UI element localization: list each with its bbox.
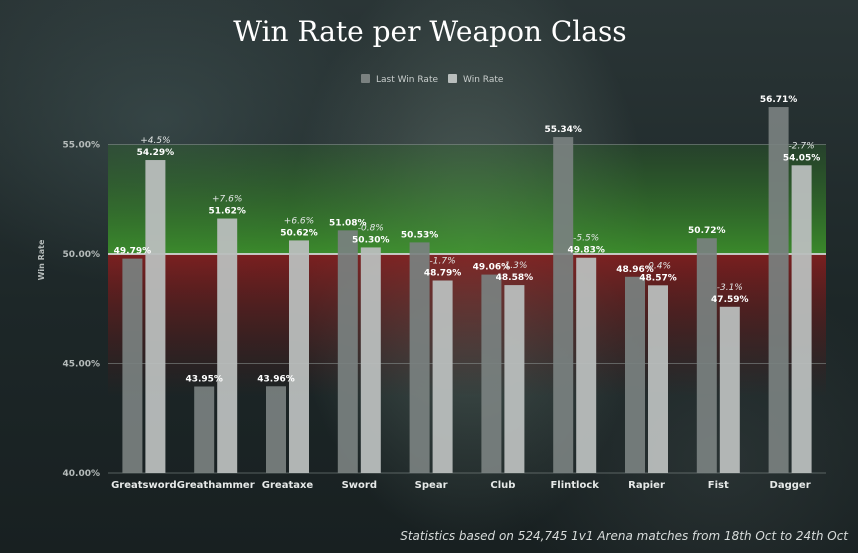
data-label-last-win-rate: 43.96% bbox=[257, 374, 295, 384]
category-label: Dagger bbox=[770, 480, 811, 491]
bar-win-rate bbox=[432, 280, 453, 473]
bar-win-rate bbox=[145, 160, 166, 473]
bar-win-rate bbox=[289, 240, 309, 473]
bars bbox=[122, 107, 812, 474]
change-label: -0.4% bbox=[645, 261, 671, 271]
bar-last-win-rate bbox=[481, 274, 502, 473]
footer-note: Statistics based on 524,745 1v1 Arena ma… bbox=[400, 529, 849, 543]
data-label-win-rate: 48.79% bbox=[424, 268, 462, 278]
change-label: +6.6% bbox=[284, 216, 314, 226]
bar-last-win-rate bbox=[696, 238, 717, 473]
y-tick-label: 45.00% bbox=[63, 360, 101, 370]
data-label-win-rate: 54.05% bbox=[783, 153, 821, 163]
category-label: Flintlock bbox=[550, 480, 599, 491]
data-label-win-rate: 49.83% bbox=[567, 246, 605, 256]
category-label: Sword bbox=[342, 480, 377, 491]
bar-win-rate bbox=[217, 218, 238, 473]
bar-last-win-rate bbox=[409, 242, 430, 473]
bar-last-win-rate bbox=[625, 276, 645, 473]
category-label: Rapier bbox=[628, 480, 665, 491]
bar-last-win-rate bbox=[266, 386, 286, 473]
bar-last-win-rate bbox=[768, 107, 789, 474]
performance-bands bbox=[108, 144, 826, 397]
data-label-last-win-rate: 55.34% bbox=[544, 125, 582, 135]
y-axis-label: Win Rate bbox=[37, 239, 46, 280]
category-label: Spear bbox=[415, 480, 448, 491]
data-label-win-rate: 51.62% bbox=[208, 207, 246, 217]
category-label: Greatsword bbox=[111, 480, 177, 491]
change-label: -1.3% bbox=[501, 261, 527, 271]
change-label: -3.1% bbox=[717, 283, 743, 293]
change-label: +7.6% bbox=[212, 195, 242, 205]
bar-win-rate bbox=[648, 285, 668, 473]
change-label: -0.8% bbox=[358, 223, 384, 233]
legend-swatch-last-win-rate bbox=[361, 74, 370, 83]
bar-win-rate bbox=[360, 247, 381, 473]
x-axis-categories: Greatsword Greathammer Greataxe Sword Spear C… bbox=[111, 480, 811, 491]
data-label-win-rate: 48.58% bbox=[496, 273, 534, 283]
change-label: -1.7% bbox=[430, 256, 456, 266]
data-label-win-rate: 50.62% bbox=[280, 228, 318, 238]
legend: Last Win Rate Win Rate bbox=[361, 74, 504, 85]
data-label-win-rate: 54.29% bbox=[137, 148, 175, 158]
category-label: Fist bbox=[708, 480, 729, 491]
data-label-last-win-rate: 49.79% bbox=[114, 247, 152, 257]
chart-title: Win Rate per Weapon Class bbox=[233, 15, 626, 48]
legend-swatch-win-rate bbox=[448, 74, 457, 83]
change-label: -5.5% bbox=[573, 234, 599, 244]
data-label-last-win-rate: 50.53% bbox=[401, 230, 439, 240]
category-label: Club bbox=[490, 480, 515, 491]
legend-label-win-rate: Win Rate bbox=[463, 75, 504, 85]
data-label-last-win-rate: 48.96% bbox=[616, 265, 654, 275]
data-label-last-win-rate: 56.71% bbox=[760, 95, 798, 105]
bar-win-rate bbox=[719, 306, 740, 473]
data-label-win-rate: 48.57% bbox=[639, 273, 677, 283]
y-tick-label: 55.00% bbox=[63, 141, 101, 151]
y-tick-label: 40.00% bbox=[63, 469, 101, 479]
category-label: Greataxe bbox=[262, 480, 314, 491]
category-label: Greathammer bbox=[177, 480, 255, 491]
bar-last-win-rate bbox=[122, 258, 143, 473]
data-label-win-rate: 50.30% bbox=[352, 235, 390, 245]
data-label-last-win-rate: 43.95% bbox=[185, 374, 223, 384]
change-label: -2.7% bbox=[789, 141, 815, 151]
data-label-last-win-rate: 51.08% bbox=[329, 218, 367, 228]
bar-last-win-rate bbox=[337, 230, 358, 473]
bar-last-win-rate bbox=[194, 386, 215, 473]
bar-win-rate bbox=[504, 285, 525, 473]
data-labels: 49.79% 54.29% +4.5% 43.95% 51.62% +7.6% 43.96%… bbox=[114, 95, 821, 384]
data-label-win-rate: 47.59% bbox=[711, 295, 749, 305]
y-axis-ticks: 40.00% 45.00% 50.00% 55.00% bbox=[63, 141, 101, 480]
legend-label-last-win-rate: Last Win Rate bbox=[376, 75, 438, 85]
data-label-last-win-rate: 50.72% bbox=[688, 226, 726, 236]
bar-win-rate bbox=[576, 257, 597, 473]
change-label: +4.5% bbox=[140, 136, 170, 146]
bar-win-rate bbox=[791, 165, 812, 473]
bar-last-win-rate bbox=[553, 137, 574, 473]
data-label-last-win-rate: 49.06% bbox=[473, 263, 511, 273]
y-tick-label: 50.00% bbox=[63, 250, 101, 260]
